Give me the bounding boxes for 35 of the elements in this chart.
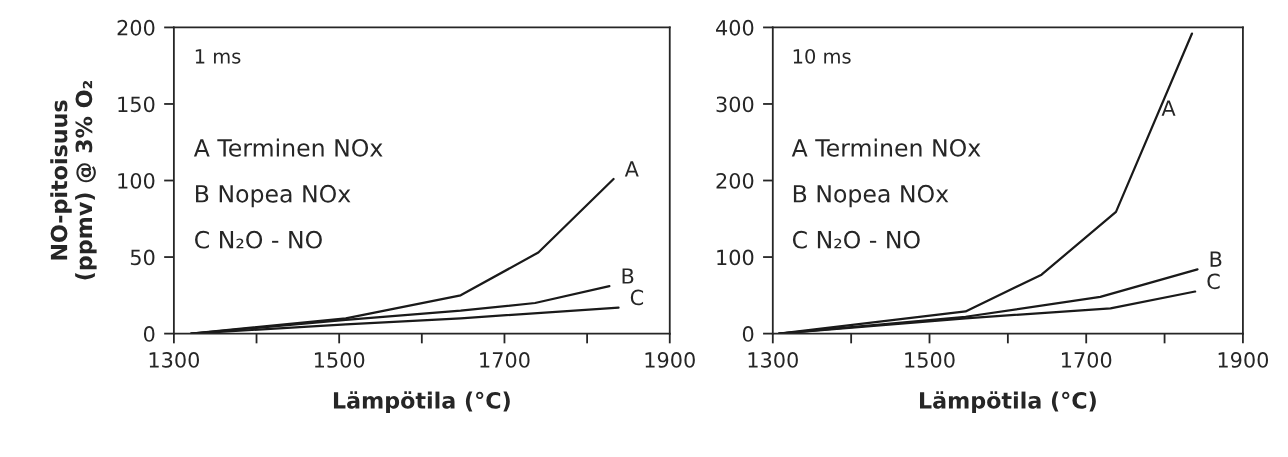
y-tick-label: 50 <box>130 249 155 266</box>
series-label: A <box>1161 100 1176 116</box>
y-tick-label: 0 <box>742 326 754 342</box>
y-tick-label: 300 <box>716 96 754 113</box>
series-label: B <box>1210 251 1222 267</box>
series-label: C <box>1207 273 1220 290</box>
x-tick-label: 1300 <box>149 352 200 368</box>
x-tick-label: 1900 <box>1218 352 1269 368</box>
y-tick-label: 200 <box>716 172 754 189</box>
y-tick-label: 100 <box>118 172 155 189</box>
annotation: A Terminen NOx <box>193 138 383 157</box>
annotation: B Nopea NOx <box>793 184 949 208</box>
text: 10 ms <box>793 48 851 64</box>
text: 1 ms <box>195 49 241 64</box>
x-tick-label: 1500 <box>905 352 955 368</box>
series-label: A <box>624 161 639 177</box>
x-axis-title: Lämpötila (°C) <box>333 391 510 414</box>
series-label: B <box>622 268 634 284</box>
series-label: C <box>630 289 644 306</box>
y-axis-title: NO-pitoisuus (ppmv) @ 3% O₂ <box>50 80 97 280</box>
y-tick-label: 150 <box>118 96 155 113</box>
x-tick-label: 1500 <box>314 352 365 368</box>
x-tick-label: 1300 <box>748 352 798 368</box>
annotation: C N₂O - NO <box>792 230 920 249</box>
y-tick-label: 400 <box>716 19 754 36</box>
x-tick-label: 1700 <box>1061 352 1112 368</box>
x-tick-label: 1700 <box>480 352 530 368</box>
annotation: A Terminen NOx <box>791 138 981 157</box>
x-tick-label: 1900 <box>645 352 695 368</box>
y-tick-label: 100 <box>717 249 754 266</box>
y-tick-label: 200 <box>117 19 155 36</box>
annotation: B Nopea NOx <box>196 184 351 208</box>
x-axis-title: Lämpötila (°C) <box>920 391 1096 414</box>
y-tick-label: 0 <box>143 326 155 342</box>
annotation: C N₂O - NO <box>195 230 322 249</box>
